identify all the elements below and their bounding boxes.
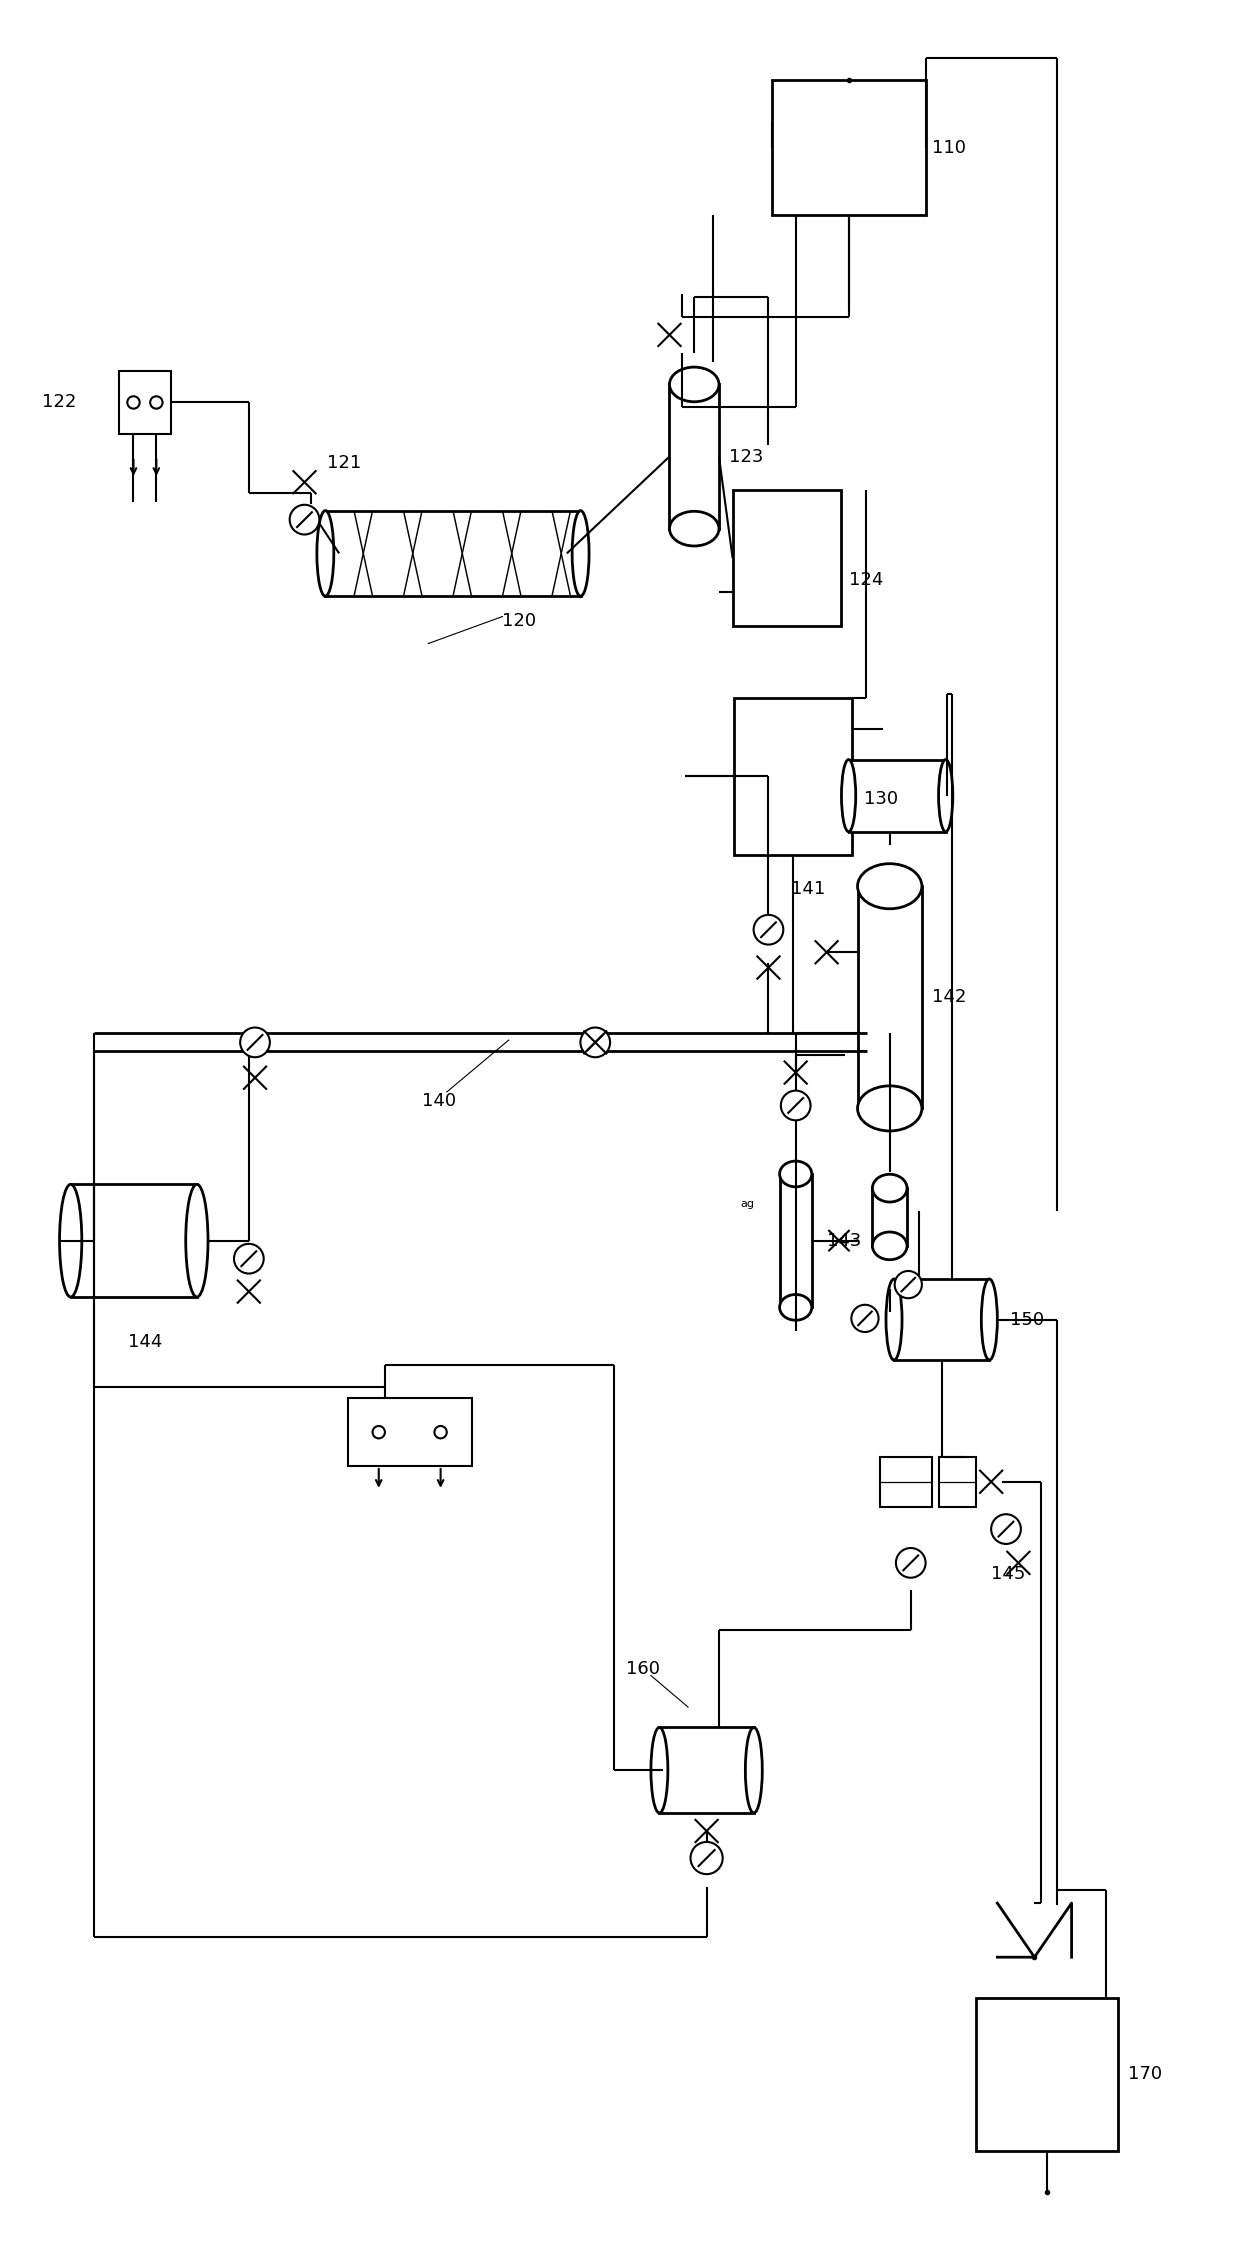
Ellipse shape <box>651 1728 668 1814</box>
Ellipse shape <box>317 510 334 596</box>
Bar <box>880 1457 931 1507</box>
Text: 124: 124 <box>849 571 883 589</box>
Text: 141: 141 <box>791 880 825 898</box>
Ellipse shape <box>858 1085 921 1130</box>
Bar <box>780 1173 812 1308</box>
Bar <box>848 760 946 832</box>
Text: 122: 122 <box>42 393 77 411</box>
Ellipse shape <box>842 760 856 832</box>
Ellipse shape <box>580 1026 610 1058</box>
Ellipse shape <box>572 510 589 596</box>
Bar <box>733 490 842 625</box>
Text: 142: 142 <box>931 988 966 1006</box>
Ellipse shape <box>981 1279 997 1360</box>
Ellipse shape <box>781 1090 811 1121</box>
Ellipse shape <box>372 1426 384 1439</box>
Ellipse shape <box>60 1184 82 1297</box>
Ellipse shape <box>150 397 162 408</box>
Ellipse shape <box>745 1728 763 1814</box>
Bar <box>325 510 580 596</box>
Text: 123: 123 <box>729 447 764 465</box>
Ellipse shape <box>873 1175 906 1202</box>
Ellipse shape <box>186 1184 208 1297</box>
Ellipse shape <box>691 1841 723 1875</box>
Ellipse shape <box>858 864 921 909</box>
Ellipse shape <box>670 368 719 402</box>
Text: 144: 144 <box>128 1333 162 1351</box>
Ellipse shape <box>887 1279 901 1360</box>
Bar <box>347 1399 471 1466</box>
Bar <box>119 370 171 433</box>
Bar <box>771 81 926 214</box>
Bar <box>858 887 921 1108</box>
Bar <box>71 1184 197 1297</box>
Text: 110: 110 <box>932 140 966 158</box>
Bar <box>939 1457 976 1507</box>
Text: 120: 120 <box>502 611 537 629</box>
Bar <box>894 1279 990 1360</box>
Text: 170: 170 <box>1128 2064 1162 2082</box>
Text: 145: 145 <box>991 1566 1025 1584</box>
Text: 121: 121 <box>327 453 361 472</box>
Text: 130: 130 <box>864 790 899 808</box>
Bar <box>734 697 852 855</box>
Ellipse shape <box>991 1514 1021 1543</box>
Bar <box>660 1728 754 1814</box>
Ellipse shape <box>290 505 320 535</box>
Text: ag: ag <box>740 1198 754 1209</box>
Bar <box>873 1189 906 1245</box>
Ellipse shape <box>434 1426 446 1439</box>
Ellipse shape <box>852 1304 879 1331</box>
Ellipse shape <box>754 916 784 945</box>
Ellipse shape <box>241 1026 270 1058</box>
Text: 143: 143 <box>827 1232 861 1250</box>
Text: 150: 150 <box>1009 1311 1044 1329</box>
Text: 160: 160 <box>626 1660 660 1678</box>
Ellipse shape <box>670 512 719 546</box>
Ellipse shape <box>128 397 140 408</box>
Ellipse shape <box>895 1270 921 1297</box>
Ellipse shape <box>873 1232 906 1259</box>
Bar <box>976 1999 1118 2150</box>
Bar <box>670 384 719 528</box>
Ellipse shape <box>780 1295 812 1320</box>
Text: 140: 140 <box>422 1092 456 1110</box>
Ellipse shape <box>939 760 952 832</box>
Ellipse shape <box>780 1162 812 1187</box>
Ellipse shape <box>234 1243 264 1275</box>
Ellipse shape <box>897 1548 925 1577</box>
